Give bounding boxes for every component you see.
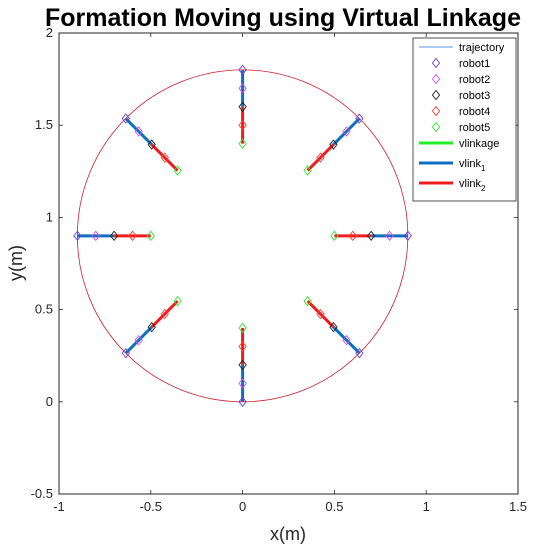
y-tick-label: -0.5 [31, 486, 53, 501]
robot3-marker [109, 230, 119, 242]
robot3-marker [329, 321, 338, 333]
x-tick-label: 1 [423, 499, 430, 514]
legend-vlink1-label: vlink1 [459, 158, 486, 173]
robot5-marker [303, 295, 312, 307]
robot2-marker [238, 83, 247, 94]
robot1-marker [121, 113, 131, 124]
x-axis-label: x(m) [270, 524, 306, 544]
robot5-marker [303, 165, 312, 176]
robot3-marker [329, 139, 338, 150]
chart-title: Formation Moving using Virtual Linkage [45, 4, 521, 32]
y-tick-label: 1.5 [35, 117, 53, 132]
robot2-marker [134, 334, 143, 346]
robot5-marker [330, 230, 339, 242]
robot5-marker [173, 165, 182, 176]
robot3-marker [147, 139, 156, 150]
markers-layer [73, 64, 413, 408]
robot2-marker [134, 126, 143, 137]
legend-robot4-marker [431, 105, 441, 117]
robot1-marker [121, 347, 131, 359]
x-tick-label: 0.5 [325, 499, 343, 514]
legend-trajectory-label: trajectory [459, 42, 505, 54]
y-tick-label: 0.5 [35, 302, 53, 317]
robot3-marker [238, 101, 247, 112]
robot4-marker [128, 230, 137, 242]
y-tick-label: 0 [46, 394, 53, 409]
vlink2-line [306, 300, 335, 329]
robot2-marker [91, 230, 100, 242]
robot3-marker [238, 359, 247, 371]
x-tick-label: 0 [239, 499, 246, 514]
robot2-marker [238, 378, 247, 389]
legend-robot5-label: robot5 [459, 122, 490, 134]
legend-vlinkage-label: vlinkage [459, 138, 499, 150]
robot1-marker [355, 113, 364, 124]
robot4-marker [316, 152, 325, 163]
legend-vlink2-label: vlink2 [459, 178, 486, 193]
legend-robot3-label: robot3 [459, 90, 490, 102]
legend-vlink2-subscript: 2 [481, 184, 486, 193]
robot1-marker [238, 396, 247, 408]
vlink1-line [124, 326, 153, 355]
legend-box [412, 37, 517, 202]
legend-robot5-marker [431, 121, 441, 133]
robot1-marker [238, 64, 247, 76]
robot4-marker [238, 341, 247, 352]
robot4-marker [238, 119, 247, 131]
vlink2-line [150, 300, 179, 329]
robot4-marker [160, 152, 169, 163]
robot2-marker [385, 230, 394, 242]
x-tick-label: -0.5 [140, 499, 162, 514]
y-axis: -0.5 0 0.5 1 1.5 2 [31, 25, 518, 501]
vlink1-line [332, 117, 361, 146]
links-layer [77, 69, 408, 402]
robot5-marker [146, 230, 155, 242]
robot5-marker [173, 295, 182, 307]
robot1-marker [355, 347, 364, 359]
y-axis-label: y(m) [6, 245, 26, 281]
robot1-marker [73, 230, 82, 242]
x-tick-label: -1 [53, 499, 65, 514]
robot4-marker [160, 308, 169, 320]
legend-robot2-label: robot2 [459, 74, 490, 86]
robot5-marker [238, 138, 247, 149]
legend: trajectory robot1 robot2 robot3 robot4 robot5… [412, 37, 517, 202]
legend-robot1-marker [431, 57, 441, 69]
y-tick-label: 2 [46, 25, 53, 40]
robot1-marker [403, 230, 413, 242]
vlink2-line [150, 143, 179, 172]
robot5-marker [238, 322, 247, 334]
vlink1-line [332, 326, 361, 355]
robot3-marker [366, 230, 376, 242]
robot2-marker [342, 126, 351, 137]
robot4-marker [316, 308, 325, 320]
legend-vlink1-subscript: 1 [481, 164, 486, 173]
legend-robot3-marker [431, 89, 441, 101]
vlink2-line [306, 143, 335, 172]
x-tick-label: 1.5 [509, 499, 527, 514]
robot3-marker [147, 321, 156, 333]
robot4-marker [348, 230, 357, 242]
legend-robot1-label: robot1 [459, 58, 490, 70]
legend-robot2-marker [431, 73, 441, 85]
x-axis: -1 -0.5 0 0.5 1 1.5 [53, 33, 527, 514]
robot2-marker [342, 334, 351, 346]
vlink1-line [124, 117, 153, 146]
y-tick-label: 1 [46, 209, 53, 224]
legend-robot4-label: robot4 [459, 106, 490, 118]
